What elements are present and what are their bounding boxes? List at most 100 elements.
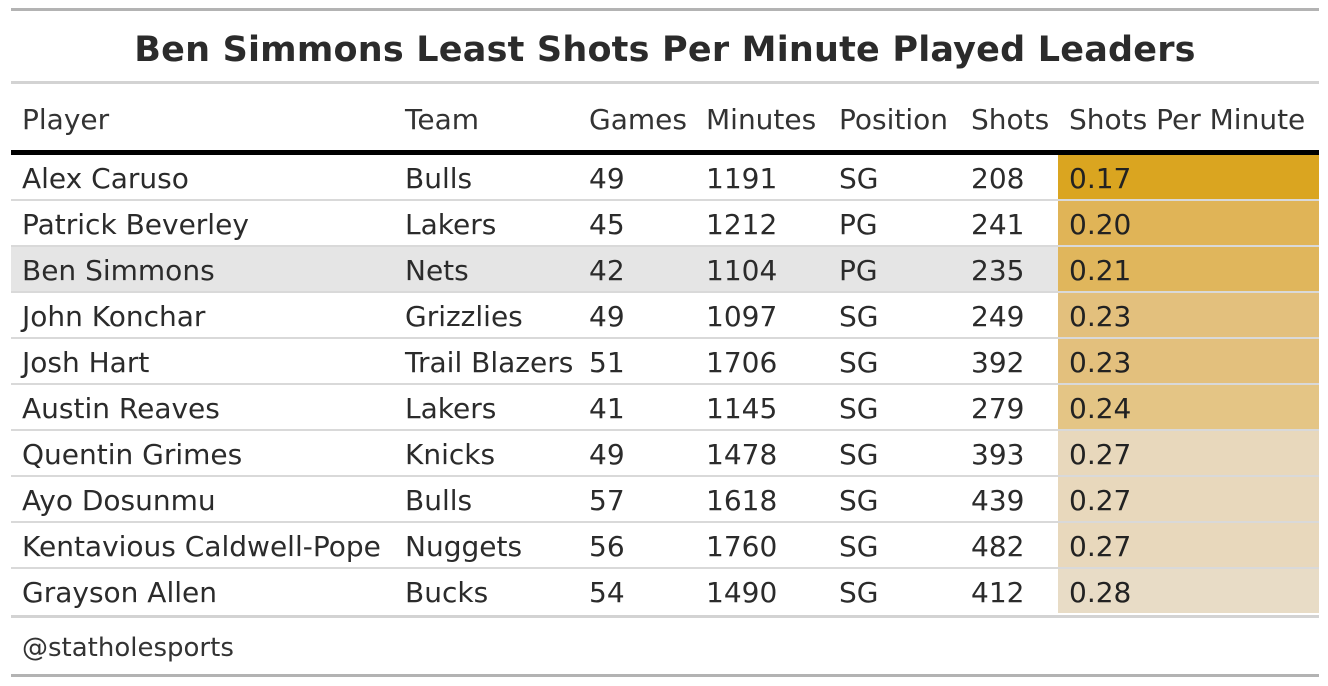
header-shots: Shots bbox=[971, 103, 1050, 136]
table-row: Josh Hart Trail Blazers 51 1706 SG 392 0.23 bbox=[11, 339, 1319, 385]
cell-position: SG bbox=[839, 530, 879, 563]
row-divider bbox=[11, 383, 1319, 385]
cell-shots: 241 bbox=[971, 208, 1025, 241]
cell-player: Quentin Grimes bbox=[22, 438, 243, 471]
table-header: Player Team Games Minutes Position Shots… bbox=[11, 94, 1319, 146]
cell-shots-per-minute: 0.23 bbox=[1058, 293, 1319, 337]
cell-shots: 393 bbox=[971, 438, 1025, 471]
cell-minutes: 1490 bbox=[706, 576, 778, 609]
row-divider bbox=[11, 337, 1319, 339]
cell-games: 56 bbox=[589, 530, 625, 563]
cell-team: Lakers bbox=[405, 208, 497, 241]
cell-player: Josh Hart bbox=[22, 346, 150, 379]
cell-position: SG bbox=[839, 162, 879, 195]
cell-games: 42 bbox=[589, 254, 625, 287]
table-row: Quentin Grimes Knicks 49 1478 SG 393 0.27 bbox=[11, 431, 1319, 477]
cell-shots: 482 bbox=[971, 530, 1025, 563]
table-row: Ayo Dosunmu Bulls 57 1618 SG 439 0.27 bbox=[11, 477, 1319, 523]
cell-games: 49 bbox=[589, 300, 625, 333]
cell-player: Grayson Allen bbox=[22, 576, 217, 609]
cell-team: Trail Blazers bbox=[405, 346, 574, 379]
cell-player: Patrick Beverley bbox=[22, 208, 249, 241]
table-row: Alex Caruso Bulls 49 1191 SG 208 0.17 bbox=[11, 155, 1319, 201]
table-row: Kentavious Caldwell-Pope Nuggets 56 1760 SG 4… bbox=[11, 523, 1319, 569]
header-player: Player bbox=[22, 103, 110, 136]
cell-shots: 249 bbox=[971, 300, 1025, 333]
shots-per-minute-value: 0.27 bbox=[1069, 484, 1132, 517]
cell-player: John Konchar bbox=[22, 300, 206, 333]
header-shots-per-minute: Shots Per Minute bbox=[1069, 103, 1306, 136]
cell-team: Grizzlies bbox=[405, 300, 523, 333]
cell-team: Knicks bbox=[405, 438, 496, 471]
shots-per-minute-value: 0.27 bbox=[1069, 438, 1132, 471]
table-row: Ben Simmons Nets 42 1104 PG 235 0.21 bbox=[11, 247, 1319, 293]
row-divider bbox=[11, 567, 1319, 569]
cell-games: 57 bbox=[589, 484, 625, 517]
top-rule bbox=[11, 8, 1319, 11]
row-divider bbox=[11, 199, 1319, 201]
table-title: Ben Simmons Least Shots Per Minute Playe… bbox=[134, 30, 1196, 70]
cell-position: SG bbox=[839, 484, 879, 517]
cell-minutes: 1145 bbox=[706, 392, 778, 425]
cell-minutes: 1191 bbox=[706, 162, 778, 195]
cell-games: 49 bbox=[589, 162, 625, 195]
cell-games: 49 bbox=[589, 438, 625, 471]
title-rule bbox=[11, 81, 1319, 84]
cell-player: Alex Caruso bbox=[22, 162, 189, 195]
cell-position: PG bbox=[839, 208, 878, 241]
row-divider bbox=[11, 521, 1319, 523]
cell-player: Ayo Dosunmu bbox=[22, 484, 216, 517]
source-credit: @statholesports bbox=[22, 633, 234, 663]
shots-per-minute-value: 0.20 bbox=[1069, 208, 1132, 241]
cell-shots-per-minute: 0.20 bbox=[1058, 201, 1319, 245]
cell-team: Nets bbox=[405, 254, 469, 287]
cell-shots: 208 bbox=[971, 162, 1025, 195]
cell-team: Bulls bbox=[405, 484, 473, 517]
cell-minutes: 1478 bbox=[706, 438, 778, 471]
cell-shots-per-minute: 0.28 bbox=[1058, 569, 1319, 613]
cell-shots-per-minute: 0.27 bbox=[1058, 477, 1319, 521]
cell-games: 45 bbox=[589, 208, 625, 241]
shots-per-minute-value: 0.23 bbox=[1069, 300, 1132, 333]
shots-per-minute-value: 0.17 bbox=[1069, 162, 1132, 195]
header-position: Position bbox=[839, 103, 949, 136]
cell-shots-per-minute: 0.23 bbox=[1058, 339, 1319, 383]
cell-minutes: 1097 bbox=[706, 300, 778, 333]
header-rule bbox=[11, 150, 1319, 155]
cell-position: PG bbox=[839, 254, 878, 287]
cell-shots: 392 bbox=[971, 346, 1025, 379]
table-row: John Konchar Grizzlies 49 1097 SG 249 0.23 bbox=[11, 293, 1319, 339]
cell-shots-per-minute: 0.17 bbox=[1058, 155, 1319, 199]
cell-shots-per-minute: 0.24 bbox=[1058, 385, 1319, 429]
cell-minutes: 1104 bbox=[706, 254, 778, 287]
shots-per-minute-value: 0.23 bbox=[1069, 346, 1132, 379]
cell-games: 41 bbox=[589, 392, 625, 425]
cell-player: Austin Reaves bbox=[22, 392, 220, 425]
header-games: Games bbox=[589, 103, 687, 136]
cell-team: Lakers bbox=[405, 392, 497, 425]
row-divider bbox=[11, 475, 1319, 477]
cell-position: SG bbox=[839, 300, 879, 333]
cell-player: Ben Simmons bbox=[22, 254, 215, 287]
shots-per-minute-value: 0.21 bbox=[1069, 254, 1132, 287]
cell-minutes: 1760 bbox=[706, 530, 778, 563]
row-divider bbox=[11, 245, 1319, 247]
cell-team: Nuggets bbox=[405, 530, 523, 563]
cell-games: 54 bbox=[589, 576, 625, 609]
row-divider bbox=[11, 429, 1319, 431]
cell-shots-per-minute: 0.27 bbox=[1058, 431, 1319, 475]
cell-minutes: 1618 bbox=[706, 484, 778, 517]
cell-shots-per-minute: 0.21 bbox=[1058, 247, 1319, 291]
cell-position: SG bbox=[839, 346, 879, 379]
cell-games: 51 bbox=[589, 346, 625, 379]
cell-shots: 279 bbox=[971, 392, 1025, 425]
cell-shots: 439 bbox=[971, 484, 1025, 517]
cell-team: Bulls bbox=[405, 162, 473, 195]
header-team: Team bbox=[405, 103, 480, 136]
shots-per-minute-value: 0.24 bbox=[1069, 392, 1132, 425]
cell-position: SG bbox=[839, 576, 879, 609]
cell-position: SG bbox=[839, 438, 879, 471]
cell-shots-per-minute: 0.27 bbox=[1058, 523, 1319, 567]
header-minutes: Minutes bbox=[706, 103, 817, 136]
cell-minutes: 1212 bbox=[706, 208, 778, 241]
